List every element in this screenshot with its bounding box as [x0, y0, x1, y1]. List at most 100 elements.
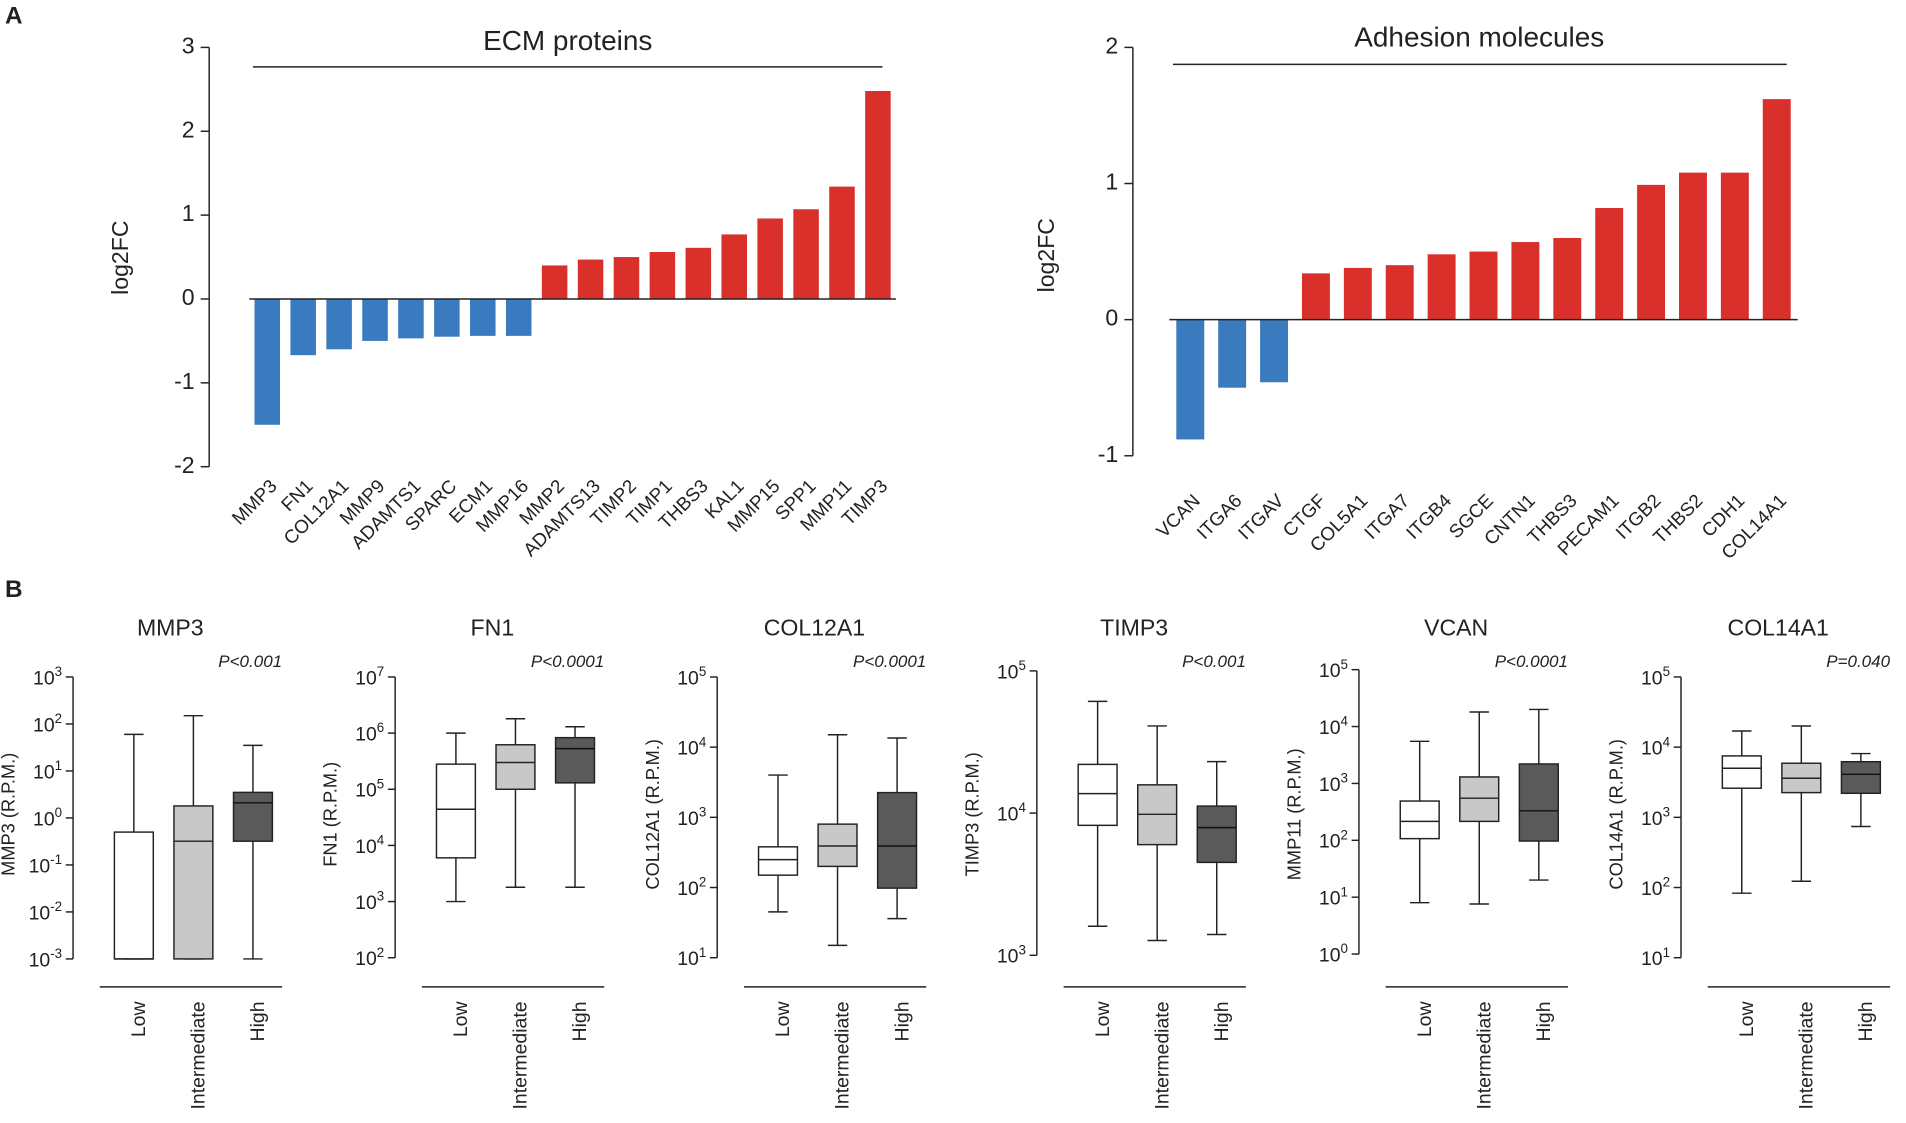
x-tick-label: Low — [1092, 1001, 1114, 1038]
p-value: P<0.0001 — [531, 652, 604, 671]
box — [757, 846, 799, 876]
p-value: P=0.040 — [1826, 652, 1890, 671]
box — [876, 791, 918, 889]
y-tick-label: 107 — [355, 664, 384, 690]
box — [1459, 776, 1500, 823]
bar — [1343, 267, 1372, 320]
box — [173, 805, 214, 960]
box — [554, 736, 596, 784]
bar — [398, 298, 424, 339]
x-tick-label: Low — [1736, 1001, 1758, 1038]
y-tick-label: 102 — [33, 711, 62, 737]
bar — [577, 259, 604, 299]
panel-title: MMP3 — [137, 615, 204, 641]
y-axis-label: FN1 (R.P.M.) — [320, 762, 341, 867]
y-tick-label: 106 — [355, 720, 384, 746]
y-tick-label: 102 — [677, 874, 706, 900]
x-tick-label: ITGAV — [1234, 489, 1288, 543]
box — [1077, 763, 1118, 827]
y-axis-label: log2FC — [107, 220, 133, 294]
bar — [1427, 254, 1456, 320]
x-tick-label: Intermediate — [188, 1001, 210, 1109]
y-tick-label: 101 — [677, 944, 706, 970]
bar — [685, 247, 712, 299]
y-tick-label: 102 — [1319, 827, 1348, 853]
bar — [290, 298, 316, 356]
y-axis-label: TIMP3 (R.P.M.) — [961, 752, 982, 876]
y-tick-label: 102 — [355, 944, 384, 970]
x-tick-label: Low — [772, 1001, 794, 1038]
box — [113, 831, 155, 960]
panel-label: B — [5, 576, 23, 603]
bar — [757, 218, 783, 299]
y-axis-label: COL14A1 (R.P.M.) — [1606, 739, 1627, 890]
panel-title: TIMP3 — [1100, 615, 1168, 641]
chart-title: ECM proteins — [483, 25, 652, 56]
p-value: P<0.0001 — [1495, 652, 1568, 671]
y-axis-label: COL12A1 (R.P.M.) — [642, 739, 663, 890]
bar — [1469, 251, 1498, 320]
bar — [1678, 172, 1707, 320]
x-tick-label: High — [569, 1001, 591, 1041]
bar — [1218, 319, 1247, 388]
bar — [326, 298, 352, 350]
p-value: P<0.001 — [1182, 652, 1246, 671]
y-axis-label: MMP11 (R.P.M.) — [1284, 748, 1305, 880]
box — [232, 791, 274, 842]
x-tick-label: Intermediate — [832, 1001, 854, 1109]
x-tick-label: High — [1533, 1001, 1555, 1041]
bar — [1762, 99, 1791, 320]
y-tick-label: 104 — [1641, 734, 1671, 760]
bar — [649, 252, 676, 299]
y-tick-label: 104 — [355, 832, 385, 858]
x-tick-label: ITGA6 — [1192, 490, 1245, 543]
y-tick-label: -1 — [174, 368, 195, 394]
chart-title: Adhesion molecules — [1354, 21, 1604, 52]
y-tick-label: 100 — [1319, 941, 1348, 967]
panel-title: COL14A1 — [1728, 615, 1829, 641]
bar — [1637, 184, 1666, 320]
y-tick-label: 105 — [677, 664, 706, 690]
y-tick-label: 10-3 — [29, 946, 63, 972]
y-tick-label: 103 — [997, 942, 1026, 968]
bar — [865, 91, 891, 299]
y-tick-label: 1 — [1105, 169, 1118, 195]
y-tick-label: 105 — [355, 776, 384, 802]
bar — [613, 257, 640, 299]
x-tick-label: Intermediate — [510, 1001, 532, 1109]
bar — [1301, 273, 1330, 320]
y-tick-label: 3 — [182, 32, 195, 58]
bar — [1176, 319, 1205, 440]
panel-label: A — [5, 2, 23, 29]
bar — [362, 298, 388, 341]
y-tick-label: 10-1 — [29, 852, 63, 878]
y-tick-label: 102 — [1641, 874, 1670, 900]
box — [1721, 755, 1762, 789]
bar — [541, 265, 568, 299]
y-tick-label: 0 — [182, 284, 195, 310]
y-tick-label: 100 — [33, 805, 62, 831]
bar — [829, 186, 855, 299]
y-tick-label: 105 — [997, 658, 1026, 684]
y-tick-label: 101 — [33, 758, 62, 784]
box — [1196, 805, 1237, 864]
panel-title: COL12A1 — [764, 615, 865, 641]
p-value: P<0.001 — [218, 652, 282, 671]
bar — [434, 298, 460, 337]
y-tick-label: 104 — [1319, 713, 1349, 739]
bar — [254, 298, 281, 425]
box — [1399, 800, 1440, 840]
bar — [721, 234, 747, 299]
x-tick-label: Low — [450, 1001, 472, 1038]
panel-title: FN1 — [471, 615, 515, 641]
y-tick-label: 103 — [677, 804, 706, 830]
bar — [1595, 208, 1624, 320]
y-axis-label: log2FC — [1033, 218, 1059, 292]
x-tick-label: High — [891, 1001, 913, 1041]
p-value: P<0.0001 — [853, 652, 926, 671]
box — [1840, 760, 1882, 795]
y-tick-label: 101 — [1319, 884, 1348, 910]
bar — [793, 209, 819, 299]
bar — [1385, 265, 1414, 320]
